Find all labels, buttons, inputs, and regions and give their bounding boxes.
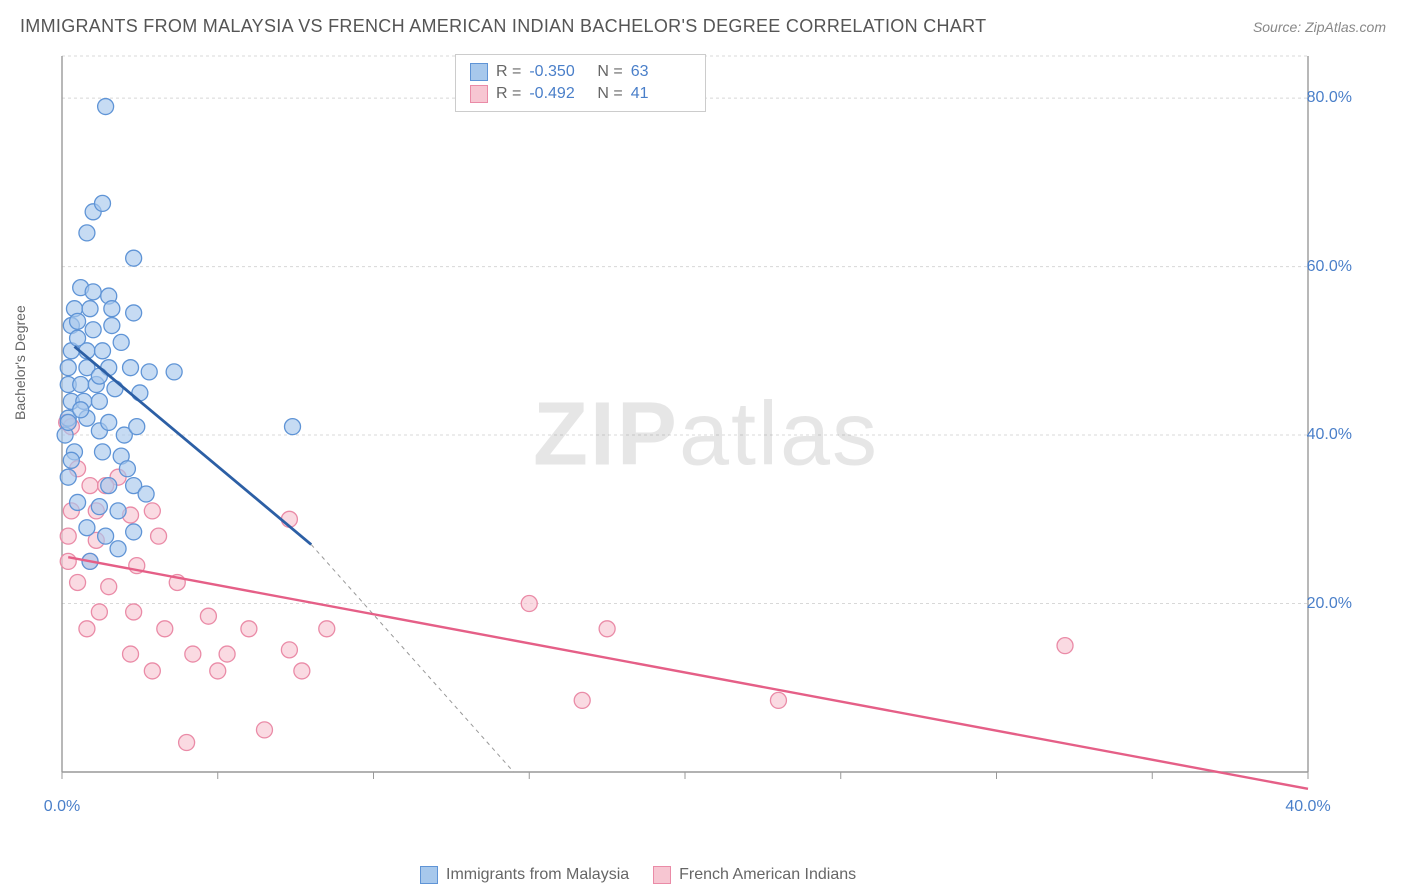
r-label: R = bbox=[496, 85, 521, 103]
r-label: R = bbox=[496, 63, 521, 81]
n-label: N = bbox=[597, 63, 622, 81]
swatch-series-2 bbox=[470, 85, 488, 103]
scatter-plot-svg bbox=[56, 50, 1356, 820]
y-tick-label: 60.0% bbox=[1307, 258, 1352, 276]
y-tick-label: 40.0% bbox=[1307, 426, 1352, 444]
chart-area: ZIPatlas 0.0%40.0%20.0%40.0%60.0%80.0% bbox=[56, 50, 1356, 820]
chart-title: IMMIGRANTS FROM MALAYSIA VS FRENCH AMERI… bbox=[20, 16, 986, 37]
legend-label-1: Immigrants from Malaysia bbox=[446, 866, 629, 884]
y-tick-label: 80.0% bbox=[1307, 89, 1352, 107]
header: IMMIGRANTS FROM MALAYSIA VS FRENCH AMERI… bbox=[20, 16, 1386, 37]
y-axis-label: Bachelor's Degree bbox=[12, 305, 28, 420]
legend-swatch-2 bbox=[653, 866, 671, 884]
y-tick-label: 20.0% bbox=[1307, 595, 1352, 613]
legend-item-2: French American Indians bbox=[653, 866, 856, 884]
r-value-2: -0.492 bbox=[529, 85, 589, 103]
source-attribution: Source: ZipAtlas.com bbox=[1253, 19, 1386, 35]
correlation-row-1: R = -0.350 N = 63 bbox=[470, 61, 691, 83]
x-tick-label: 0.0% bbox=[44, 798, 80, 816]
legend-item-1: Immigrants from Malaysia bbox=[420, 866, 629, 884]
x-tick-label: 40.0% bbox=[1285, 798, 1330, 816]
correlation-row-2: R = -0.492 N = 41 bbox=[470, 83, 691, 105]
n-value-2: 41 bbox=[631, 85, 691, 103]
legend-label-2: French American Indians bbox=[679, 866, 856, 884]
series-legend: Immigrants from Malaysia French American… bbox=[420, 866, 856, 884]
legend-swatch-1 bbox=[420, 866, 438, 884]
n-label: N = bbox=[597, 85, 622, 103]
swatch-series-1 bbox=[470, 63, 488, 81]
r-value-1: -0.350 bbox=[529, 63, 589, 81]
correlation-legend: R = -0.350 N = 63 R = -0.492 N = 41 bbox=[455, 54, 706, 112]
n-value-1: 63 bbox=[631, 63, 691, 81]
